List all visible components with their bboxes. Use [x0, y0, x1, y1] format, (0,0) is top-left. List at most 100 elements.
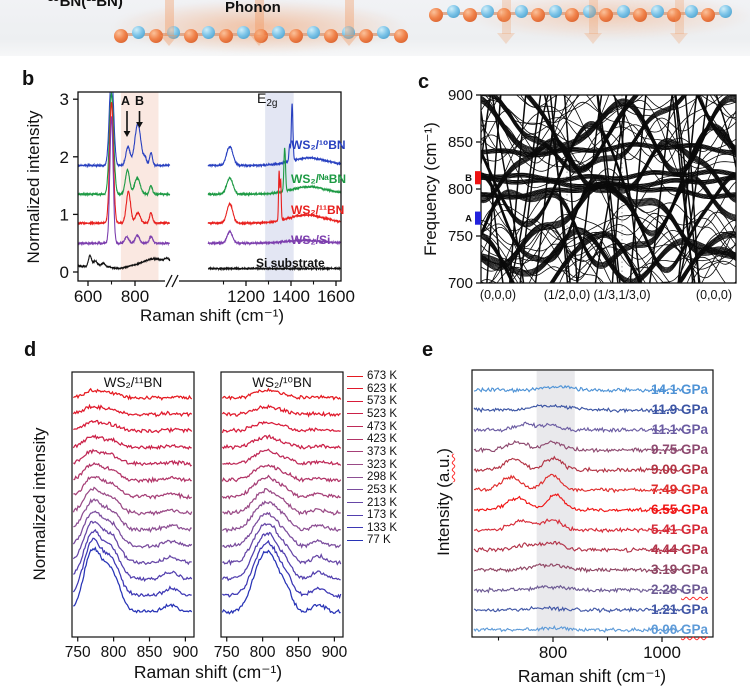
- legend-item: 133 K: [347, 522, 397, 534]
- phonon-arrow-shaft: [344, 0, 354, 36]
- pressure-unit: GPa: [680, 522, 708, 537]
- nitrogen-atom: [167, 26, 180, 39]
- phonon-branch: [481, 185, 736, 269]
- axis-break: [165, 277, 179, 286]
- phonon-branch: [481, 234, 736, 283]
- temp-spectrum: [73, 546, 193, 614]
- x-tick-label-e: 800: [539, 643, 567, 662]
- boron-atom: [289, 28, 303, 43]
- bond-rod: [606, 11, 623, 15]
- annotation-B: B: [135, 94, 145, 108]
- temp-spectrum: [72, 537, 192, 598]
- boron-atom: [114, 28, 128, 43]
- phonon-branch: [481, 185, 736, 199]
- phonon-branch: [481, 143, 736, 155]
- legend-item: 253 K: [347, 484, 397, 496]
- spectrum-1: [207, 147, 341, 198]
- phonon-branch: [481, 95, 736, 174]
- legend-item: 473 K: [347, 421, 397, 433]
- panel-b-xlabel: Raman shift (cm⁻¹): [139, 306, 285, 325]
- plot-frame: [471, 369, 714, 638]
- phonon-branch: [481, 145, 736, 158]
- boron-atom: [254, 28, 268, 43]
- bond-rod: [640, 11, 657, 15]
- bond-rod: [436, 11, 453, 15]
- panel-e-ylabel-pre: Intensity (: [434, 482, 453, 556]
- pressure-spectrum: [473, 605, 683, 614]
- pressure-value: 14.1: [650, 382, 681, 397]
- phonon-branch: [481, 170, 736, 181]
- pressure-value: 11.9: [651, 402, 681, 417]
- bond-rod: [572, 11, 589, 15]
- pressure-unit: GPa: [680, 562, 708, 577]
- pressure-label: 6.55 GPa: [628, 502, 708, 517]
- x-tick-label-e: 1000: [643, 643, 681, 662]
- bond-rod: [278, 32, 296, 36]
- bond-rod: [623, 11, 640, 15]
- panel-e-ylabel: Intensity (a.u.): [434, 448, 454, 556]
- y-tick-label-c: 800: [448, 181, 473, 198]
- panel-b-ylabel: Normalized intensity: [24, 110, 43, 264]
- x-tick-label-b: 1200: [227, 287, 265, 306]
- panel-d-title-11bn: WS₂/¹¹BN: [103, 375, 163, 390]
- phonon-branch: [481, 144, 736, 156]
- temp-spectrum: [72, 403, 193, 418]
- nitrogen-atom: [307, 26, 320, 39]
- bond-rod: [243, 32, 261, 36]
- boron-atom: [531, 7, 545, 22]
- phonon-branch: [526, 95, 736, 171]
- legend-swatch: [347, 539, 363, 541]
- nitrogen-atom: [514, 5, 528, 18]
- bond-rod: [261, 32, 279, 36]
- x-tick-label-c: (0,0,0): [696, 288, 732, 302]
- legend-label: 373 K: [367, 445, 398, 458]
- phonon-branch: [481, 186, 736, 200]
- phonon-branch: [520, 95, 736, 139]
- phonon-arrow-shaft: [254, 0, 264, 36]
- spectrum-0: [207, 103, 341, 169]
- x-tick-label-b: 1600: [317, 287, 355, 306]
- pressure-unit: GPa: [680, 622, 708, 637]
- temp-spectrum: [73, 528, 193, 582]
- legend-label: 77 K: [367, 534, 391, 547]
- nitrogen-atom: [202, 26, 215, 39]
- pressure-unit: GPa: [680, 542, 708, 557]
- spectrum-2: [78, 101, 170, 226]
- highlight-band: [536, 371, 575, 636]
- pressure-unit: GPa: [680, 602, 708, 617]
- phonon-branch: [481, 95, 736, 170]
- legend-item: 323 K: [347, 459, 397, 471]
- x-tick-label-d: 750: [214, 644, 240, 661]
- phonon-branch: [481, 124, 736, 235]
- pressure-label: 9.00 GPa: [628, 462, 708, 477]
- phonon-branch: [525, 95, 736, 172]
- phonon-branch: [481, 142, 736, 155]
- phonon-branch: [481, 175, 736, 186]
- plot-frame: [220, 371, 344, 638]
- spectrum-0: [78, 92, 171, 169]
- annotation-e2g: E2g: [257, 90, 277, 109]
- phonon-branch: [527, 95, 736, 169]
- x-tick-label-d: 750: [65, 644, 91, 661]
- legend-item: 523 K: [347, 408, 397, 420]
- legend-label: 323 K: [367, 458, 398, 471]
- pressure-label: 14.1 GPa: [628, 382, 708, 397]
- temp-spectrum: [73, 387, 193, 401]
- temp-spectrum: [221, 434, 342, 451]
- x-tick-label-d: 850: [137, 644, 163, 661]
- phonon-arrow-head-icon: [670, 33, 688, 44]
- x-tick-label-b: 600: [74, 287, 102, 306]
- phonon-branch: [481, 233, 736, 283]
- panel-c-ylabel: Frequency (cm⁻¹): [421, 122, 440, 256]
- series-label-ws2-nabn: WS₂/ᴺᵃBN: [291, 172, 347, 186]
- pressure-value: 7.49: [650, 482, 681, 497]
- nitrogen-atom: [718, 5, 732, 18]
- panel-e-ylabel-au: a.u.: [434, 453, 453, 483]
- phonon-branch: [527, 95, 736, 170]
- pressure-label: 5.41 GPa: [628, 522, 708, 537]
- pressure-spectrum: [473, 624, 684, 634]
- phonon-glow-left: [110, 0, 410, 54]
- pressure-unit: GPa: [680, 502, 708, 517]
